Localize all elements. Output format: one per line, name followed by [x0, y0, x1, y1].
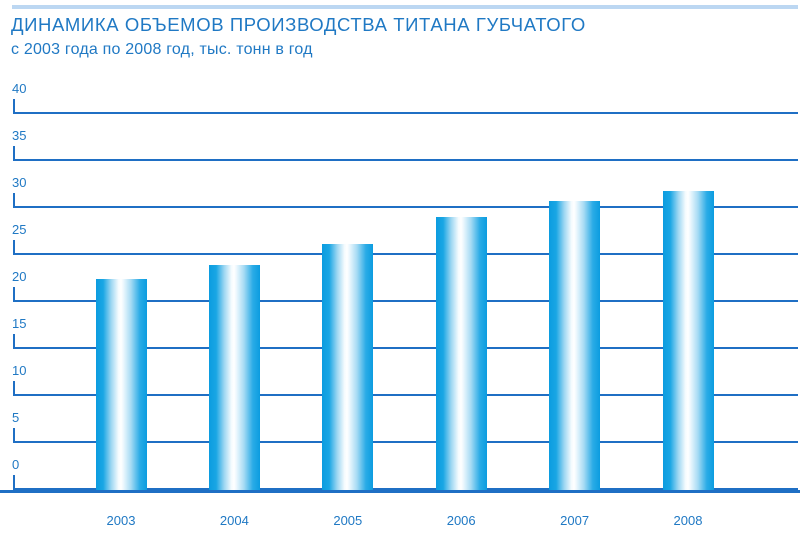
y-axis-label: 10 [12, 363, 27, 378]
gridline [13, 253, 798, 255]
gridline [13, 347, 798, 349]
gridline [13, 394, 798, 396]
top-decorative-rule [12, 5, 798, 9]
chart-subtitle: с 2003 года по 2008 год, тыс. тонн в год [11, 41, 313, 58]
y-axis-label: 30 [12, 175, 27, 190]
y-axis-tick [13, 334, 15, 347]
bar [549, 200, 601, 492]
y-axis-tick [13, 287, 15, 300]
y-axis-label: 40 [12, 81, 27, 96]
x-axis-label: 2006 [446, 513, 476, 528]
gridline [13, 488, 798, 490]
bar [322, 243, 374, 492]
y-axis-tick [13, 146, 15, 159]
gridline [13, 159, 798, 161]
x-axis-label: 2007 [560, 513, 590, 528]
y-axis-tick [13, 428, 15, 441]
y-axis-label: 5 [12, 410, 20, 425]
y-axis-tick [13, 240, 15, 253]
gridline [13, 300, 798, 302]
y-axis-label: 35 [12, 128, 27, 143]
x-axis-label: 2004 [219, 513, 249, 528]
bar [95, 278, 147, 492]
gridline [13, 441, 798, 443]
x-axis-label: 2003 [106, 513, 136, 528]
y-axis-label: 0 [12, 457, 20, 472]
bar [208, 264, 260, 492]
gridline [13, 112, 798, 114]
x-axis-label: 2005 [333, 513, 363, 528]
y-axis-label: 25 [12, 222, 27, 237]
y-axis-tick [13, 475, 15, 488]
y-axis-tick [13, 193, 15, 206]
y-axis-tick [13, 99, 15, 112]
bar [662, 191, 714, 492]
x-axis-label: 2008 [673, 513, 703, 528]
y-axis-label: 20 [12, 269, 27, 284]
chart-title: ДИНАМИКА ОБЪЕМОВ ПРОИЗВОДСТВА ТИТАНА ГУБ… [11, 14, 586, 35]
y-axis-tick [13, 381, 15, 394]
y-axis-label: 15 [12, 316, 27, 331]
gridline [13, 206, 798, 208]
axis-baseline [0, 490, 800, 493]
bar [435, 216, 487, 492]
